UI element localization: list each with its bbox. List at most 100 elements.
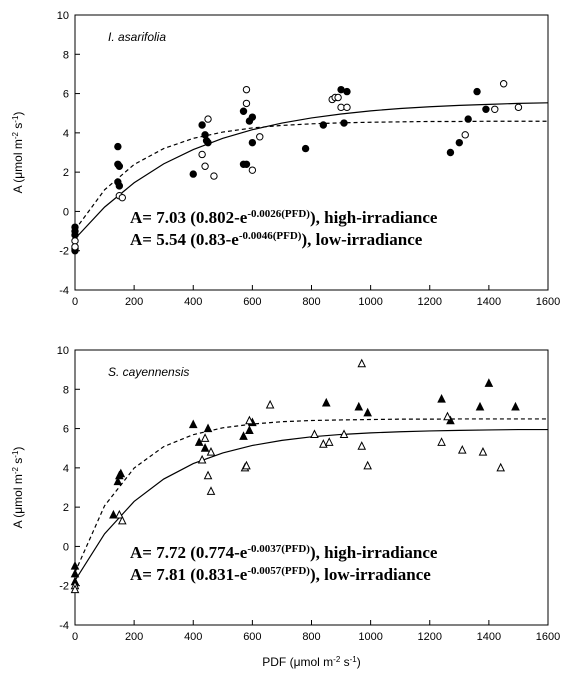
x-tick-label: 600 (243, 631, 261, 643)
data-point (114, 142, 122, 151)
data-point (118, 193, 127, 202)
x-tick-label: 1600 (536, 296, 560, 308)
data-point (115, 182, 124, 190)
x-tick-label: 1200 (418, 631, 442, 643)
fit-curve (74, 102, 549, 240)
data-point (340, 119, 348, 127)
x-tick-label: 800 (302, 296, 320, 308)
data-point (116, 468, 126, 478)
fit-equation: A= 7.03 (0.802-e-0.0026(PFD)), high-irra… (130, 208, 438, 227)
y-tick-label: -4 (59, 285, 69, 297)
data-point (197, 454, 207, 464)
data-point (482, 105, 490, 113)
data-point (491, 105, 499, 113)
y-axis-label: A (μmol m-2 s-1) (11, 112, 26, 194)
x-tick-label: 0 (72, 631, 78, 643)
data-point (117, 515, 127, 525)
data-point (343, 103, 351, 112)
y-tick-label: 10 (57, 10, 69, 22)
data-point (242, 160, 251, 168)
data-point (206, 486, 216, 495)
y-tick-label: 8 (63, 384, 69, 396)
data-point (200, 433, 210, 442)
species-label: I. asarifolia (108, 30, 166, 44)
data-point (204, 138, 212, 147)
y-tick-label: -2 (59, 246, 69, 258)
y-tick-label: 4 (63, 463, 69, 475)
data-point (248, 166, 257, 174)
data-point (70, 568, 80, 578)
data-point (239, 431, 248, 440)
data-point (201, 162, 209, 170)
data-point (455, 138, 464, 147)
x-axis-label-part: PDF (μmol m (262, 655, 333, 669)
data-point (496, 462, 506, 472)
data-point (210, 172, 218, 180)
data-point (339, 429, 349, 438)
x-tick-label: 1400 (477, 296, 501, 308)
data-point (115, 509, 124, 519)
fit-curve (74, 418, 548, 573)
x-tick-label: 1400 (477, 631, 501, 643)
data-point (357, 358, 367, 368)
fit-equation-part: ), low-irradiance (301, 230, 422, 249)
y-tick-label: -4 (59, 620, 69, 632)
data-point (245, 415, 254, 425)
x-tick-label: 400 (184, 296, 202, 308)
data-point (363, 460, 372, 470)
x-tick-label: 1200 (418, 296, 442, 308)
fit-equation-part: -0.0037(PFD) (247, 543, 310, 555)
y-axis-label-part: -2 (11, 132, 20, 140)
data-point (245, 425, 254, 435)
y-tick-label: 0 (63, 206, 69, 218)
data-point (334, 93, 342, 102)
data-point (248, 113, 257, 121)
x-axis-label-part: -2 (333, 655, 341, 664)
fit-equation-part: ), low-irradiance (310, 565, 431, 584)
data-point (443, 411, 452, 421)
data-point (457, 445, 467, 454)
fit-equation-part: -0.0057(PFD) (247, 565, 310, 577)
fit-equation-part: -0.0026(PFD) (247, 208, 310, 220)
y-axis-label-part: A (μmol m (11, 139, 25, 193)
data-point (357, 441, 367, 450)
data-point (363, 407, 372, 417)
species-label: S. cayennensis (108, 365, 189, 379)
data-point (301, 144, 310, 153)
x-axis-label-part: ) (357, 655, 361, 669)
data-point (265, 399, 275, 409)
data-point (198, 121, 206, 129)
data-point (109, 509, 118, 519)
data-point (464, 115, 472, 123)
x-tick-label: 600 (243, 296, 261, 308)
data-point (446, 148, 455, 157)
x-tick-label: 800 (302, 631, 320, 643)
data-point (319, 121, 328, 129)
x-axis-label-part: s (340, 655, 349, 669)
data-point (310, 429, 319, 438)
y-tick-label: 8 (63, 49, 69, 61)
y-axis-label-part: s (11, 123, 25, 132)
fit-equation-part: A= 7.03 (0.802-e (130, 208, 248, 227)
data-point (256, 133, 264, 141)
data-point (343, 87, 351, 96)
data-point (437, 437, 446, 446)
data-point (514, 103, 523, 112)
y-tick-label: 4 (63, 128, 69, 140)
x-tick-label: 1000 (358, 296, 382, 308)
y-axis-label-part: s (11, 458, 25, 467)
fit-equation-part: -0.0046(PFD) (239, 230, 302, 242)
y-tick-label: 2 (63, 167, 69, 179)
data-point (206, 447, 216, 456)
data-point (475, 401, 485, 411)
y-tick-label: 6 (63, 89, 69, 101)
y-axis-label-part: -2 (11, 467, 20, 475)
x-axis-label-part: -1 (350, 655, 358, 664)
x-tick-label: 400 (184, 631, 202, 643)
data-point (115, 162, 124, 170)
y-axis-label-part: ) (11, 112, 25, 116)
x-tick-label: 200 (125, 631, 143, 643)
y-axis-label-part: -1 (11, 450, 20, 458)
data-point (198, 150, 206, 159)
